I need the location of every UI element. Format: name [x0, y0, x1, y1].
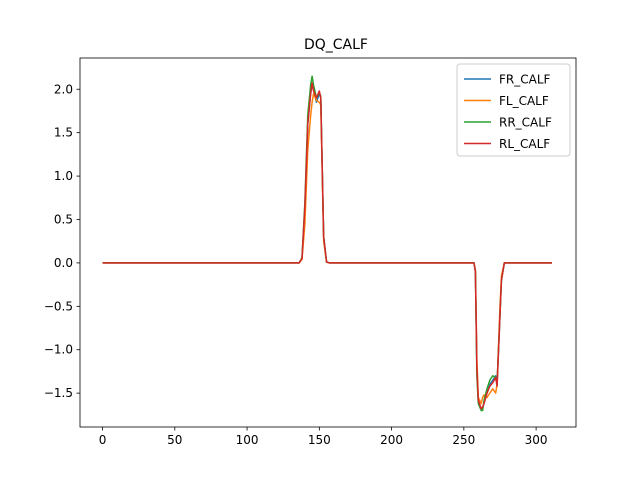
x-tick-label: 50: [167, 433, 182, 447]
y-tick-label: −1.0: [44, 343, 73, 357]
y-tick-label: 0.0: [54, 256, 73, 270]
y-axis: −1.5 −1.0 −0.5 0.0 0.5 1.0 1.5 2.0: [44, 82, 80, 400]
x-tick-label: 150: [308, 433, 331, 447]
plot-area: [102, 75, 553, 412]
y-tick-label: −0.5: [44, 299, 73, 313]
chart-title: DQ_CALF: [304, 37, 368, 53]
legend-box: [456, 63, 571, 157]
y-tick-label: 2.0: [54, 82, 73, 96]
legend-label: RL_CALF: [499, 137, 550, 151]
y-tick-label: 0.5: [54, 212, 73, 226]
x-tick-label: 300: [525, 433, 548, 447]
axes-border: [79, 57, 577, 428]
y-tick-label: 1.0: [54, 169, 73, 183]
legend: FR_CALF FL_CALF RR_CALF RL_CALF: [456, 63, 571, 157]
x-axis: 0 50 100 150 200 250 300: [99, 427, 548, 447]
x-tick-label: 250: [452, 433, 475, 447]
x-tick-label: 100: [236, 433, 259, 447]
legend-label: FR_CALF: [499, 73, 551, 87]
series-group: [102, 75, 553, 412]
legend-label: RR_CALF: [499, 116, 552, 130]
x-tick-label: 200: [380, 433, 403, 447]
axes-frame: [79, 57, 577, 428]
legend-label: FL_CALF: [499, 94, 549, 108]
series-line-rl-calf: [102, 82, 553, 410]
y-tick-label: 1.5: [54, 126, 73, 140]
y-tick-label: −1.5: [44, 386, 73, 400]
x-tick-label: 0: [99, 433, 107, 447]
